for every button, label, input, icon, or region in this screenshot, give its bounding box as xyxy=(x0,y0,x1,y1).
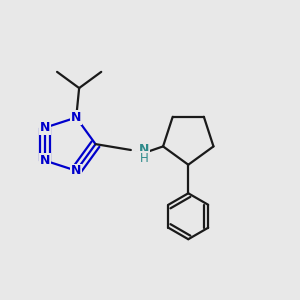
Text: N: N xyxy=(71,111,81,124)
Text: N: N xyxy=(71,164,81,177)
Text: N: N xyxy=(40,154,50,167)
Text: N: N xyxy=(139,143,149,156)
Text: N: N xyxy=(40,121,50,134)
Text: H: H xyxy=(140,152,148,165)
